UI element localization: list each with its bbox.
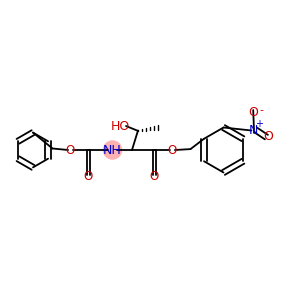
Text: -: - (259, 105, 263, 115)
Ellipse shape (103, 140, 122, 160)
Text: O: O (249, 106, 258, 119)
Text: O: O (168, 143, 177, 157)
Text: O: O (264, 130, 273, 143)
Text: O: O (150, 170, 159, 184)
Text: +: + (255, 119, 263, 129)
Text: O: O (66, 143, 75, 157)
Text: HO: HO (111, 119, 130, 133)
Text: O: O (84, 170, 93, 184)
Text: N: N (249, 124, 258, 137)
Text: NH: NH (103, 143, 122, 157)
